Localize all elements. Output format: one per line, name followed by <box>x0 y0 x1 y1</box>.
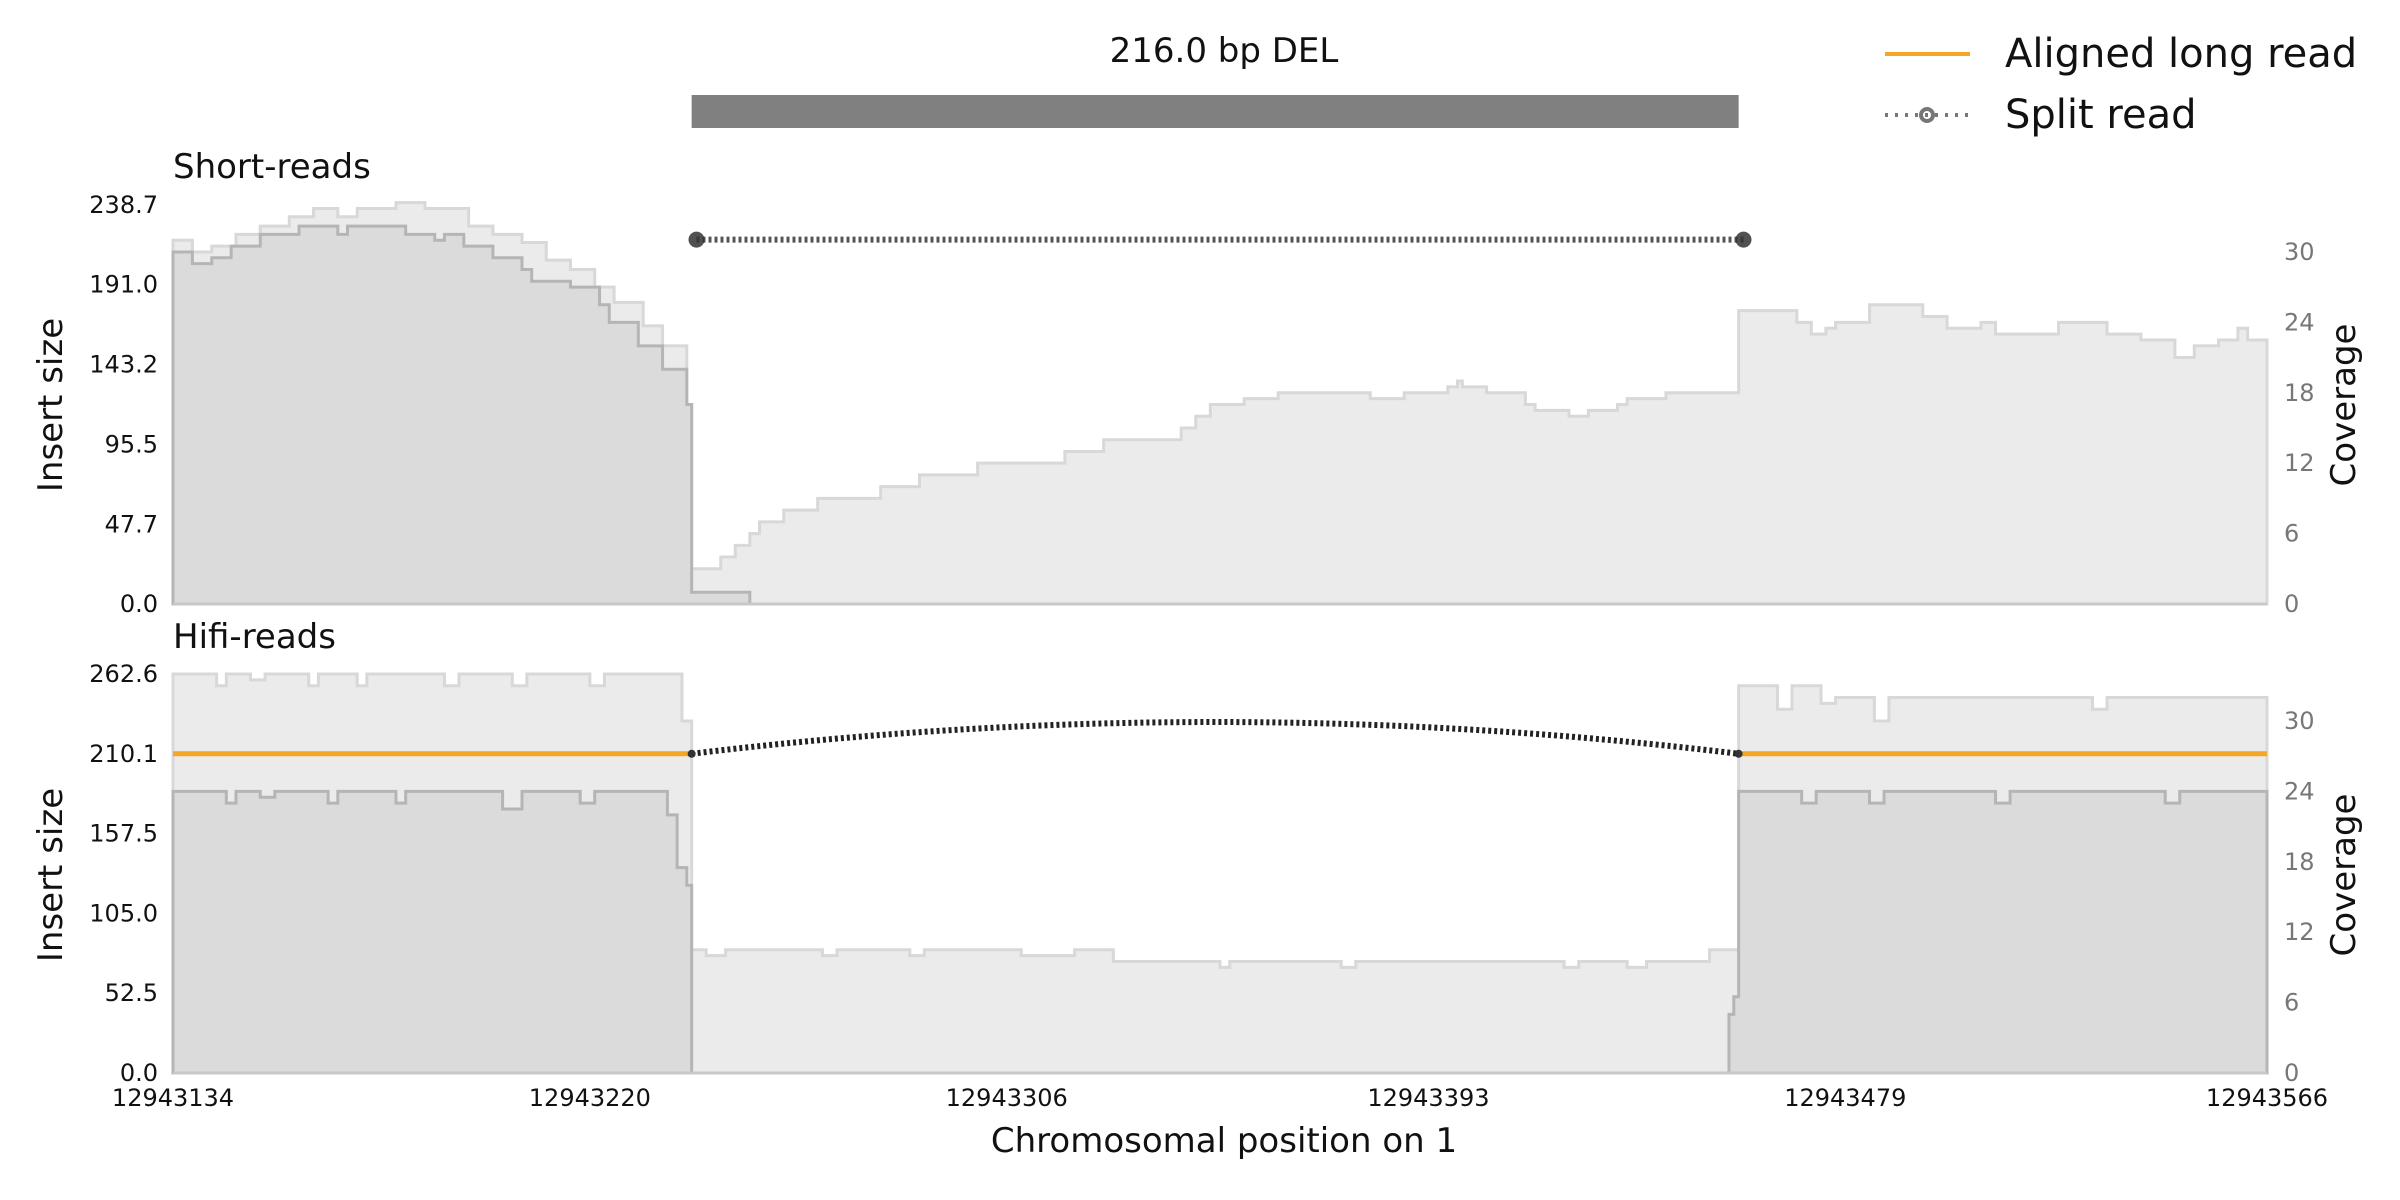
y2-axis-label-short-reads: Coverage <box>2324 324 2364 487</box>
y2-tick-hifi-reads-2: 12 <box>2284 918 2315 946</box>
coverage-mapped-area-hifi-reads <box>171 789 2269 1075</box>
y-tick-hifi-reads-2: 105.0 <box>89 899 158 927</box>
y2-tick-hifi-reads-4: 24 <box>2284 777 2315 805</box>
y-tick-hifi-reads-3: 157.5 <box>89 820 158 848</box>
y-tick-short-reads-0: 0.0 <box>120 590 158 618</box>
y-axis-label-hifi-reads: Insert size <box>31 788 71 962</box>
legend-label-split-read: Split read <box>2005 92 2196 138</box>
hifi-reads-panel: Hifi-reads Insert size Coverage 0.0 52.5 1… <box>31 617 2364 1087</box>
y2-tick-short-reads-1: 6 <box>2284 520 2299 548</box>
y-tick-short-reads-4: 191.0 <box>89 271 158 299</box>
y2-tick-hifi-reads-3: 18 <box>2284 848 2315 876</box>
panel-title-hifi-reads: Hifi-reads <box>173 617 336 657</box>
x-tick-3: 12943393 <box>1367 1084 1489 1112</box>
y2-tick-short-reads-5: 30 <box>2284 238 2315 266</box>
deletion-bar <box>691 95 1739 128</box>
x-tick-0: 12943134 <box>112 1084 234 1112</box>
split-read-end-marker-short-reads <box>1735 231 1752 248</box>
y-tick-hifi-reads-1: 52.5 <box>105 979 158 1007</box>
split-read-short-reads <box>688 231 1752 248</box>
title-group: 216.0 bp DEL <box>691 31 1739 128</box>
legend-label-aligned-long-read: Aligned long read <box>2005 31 2357 77</box>
y-tick-short-reads-1: 47.7 <box>105 510 158 538</box>
split-read-arc-hifi-reads <box>691 719 1740 757</box>
coverage-total-area-short-reads <box>171 201 2269 606</box>
y-tick-short-reads-2: 95.5 <box>105 430 158 458</box>
split-read-start-marker-hifi-reads <box>687 749 696 758</box>
y2-tick-hifi-reads-5: 30 <box>2284 707 2315 735</box>
x-axis-ticks: 12943134 12943220 12943306 12943393 12943479… <box>112 1084 2328 1112</box>
y2-tick-short-reads-2: 12 <box>2284 449 2315 477</box>
panel-title-short-reads: Short-reads <box>173 147 371 187</box>
y-ticks-hifi-reads: 0.0 52.5 105.0 157.5 210.1 262.6 <box>89 660 158 1087</box>
x-tick-4: 12943479 <box>1784 1084 1906 1112</box>
x-axis-label: Chromosomal position on 1 <box>991 1121 1457 1161</box>
y-axis-label-short-reads: Insert size <box>31 318 71 492</box>
y2-tick-short-reads-4: 24 <box>2284 308 2315 336</box>
y2-tick-hifi-reads-0: 0 <box>2284 1059 2299 1087</box>
x-tick-5: 12943566 <box>2206 1084 2328 1112</box>
y2-ticks-hifi-reads: 0 6 12 18 24 30 <box>2284 707 2315 1087</box>
y-tick-short-reads-3: 143.2 <box>89 351 158 379</box>
short-reads-panel: Short-reads Insert size Coverage 0.0 47.7… <box>31 147 2364 618</box>
y2-tick-short-reads-3: 18 <box>2284 379 2315 407</box>
y2-ticks-short-reads: 0 6 12 18 24 30 <box>2284 238 2315 618</box>
y-ticks-short-reads: 0.0 47.7 95.5 143.2 191.0 238.7 <box>89 191 158 618</box>
x-tick-2: 12943306 <box>946 1084 1068 1112</box>
legend-marker-split-read <box>1919 107 1935 123</box>
chart-title: 216.0 bp DEL <box>1110 31 1339 71</box>
legend: Aligned long read Split read <box>1885 31 2357 138</box>
y-tick-hifi-reads-0: 0.0 <box>120 1059 158 1087</box>
split-read-end-marker-hifi-reads <box>1734 749 1743 758</box>
y-tick-short-reads-5: 238.7 <box>89 191 158 219</box>
y-tick-hifi-reads-4: 210.1 <box>89 740 158 768</box>
y2-tick-hifi-reads-1: 6 <box>2284 989 2299 1017</box>
y-tick-hifi-reads-5: 262.6 <box>89 660 158 688</box>
y2-tick-short-reads-0: 0 <box>2284 590 2299 618</box>
coverage-mapped-area-short-reads <box>171 224 752 606</box>
split-read-hifi-reads <box>687 719 1743 758</box>
y2-axis-label-hifi-reads: Coverage <box>2324 794 2364 957</box>
x-tick-1: 12943220 <box>529 1084 651 1112</box>
split-read-start-marker-short-reads <box>688 231 705 248</box>
